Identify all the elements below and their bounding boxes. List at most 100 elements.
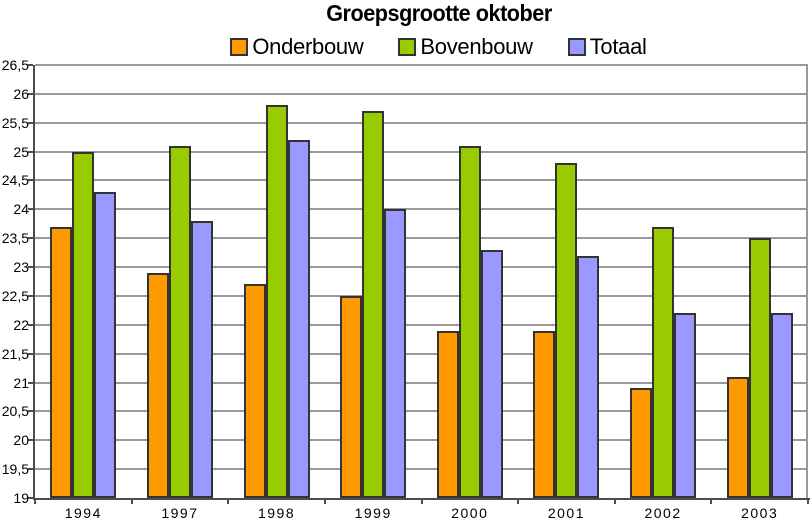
gridline-20,5 (35, 410, 808, 413)
y-axis-label-20,5: 20,5 (1, 403, 29, 420)
x-axis-label-2001: 2001 (547, 505, 586, 521)
plot-area (35, 64, 808, 498)
gridline-24,5 (35, 179, 808, 182)
bar-bovenbouw-1997 (168, 145, 191, 498)
y-axis-label-19,5: 19,5 (1, 461, 29, 478)
bar-totaal-2000 (480, 249, 503, 498)
y-axis-label-22: 22 (13, 316, 29, 333)
y-axis-label-23: 23 (13, 259, 29, 276)
legend-item-bovenbouw: Bovenbouw (398, 34, 533, 60)
bar-onderbouw-2000 (436, 330, 459, 498)
chart-title-text: Groepsgrootte oktober (325, 0, 552, 26)
x-tick-1 (130, 498, 133, 504)
bar-totaal-1997 (190, 220, 213, 498)
x-axis-label-1999: 1999 (354, 505, 392, 521)
chart-title: Groepsgrootte oktober (0, 0, 811, 27)
x-tick-6 (613, 498, 616, 504)
y-tick-26 (28, 92, 33, 95)
bar-bovenbouw-2000 (458, 145, 481, 498)
x-axis-label-2003: 2003 (741, 505, 779, 521)
y-axis-label-24,5: 24,5 (1, 172, 29, 189)
bar-totaal-2002 (674, 313, 697, 498)
x-tick-5 (517, 498, 520, 504)
bar-totaal-1999 (384, 209, 407, 498)
bar-bovenbouw-1998 (265, 105, 288, 498)
bar-bovenbouw-2003 (748, 238, 771, 498)
y-tick-20 (28, 439, 33, 442)
y-axis-label-20: 20 (13, 432, 29, 449)
bar-bovenbouw-1999 (362, 111, 385, 498)
bar-totaal-1994 (94, 192, 117, 498)
y-tick-23,5 (28, 237, 33, 240)
gridline-23 (35, 266, 808, 269)
x-tick-8 (807, 498, 809, 504)
gridline-22 (35, 323, 808, 326)
x-axis-label-1998: 1998 (257, 505, 296, 521)
x-tick-4 (420, 498, 423, 504)
x-tick-0 (34, 498, 36, 504)
y-tick-21 (28, 381, 33, 384)
bar-bovenbouw-2002 (652, 226, 675, 498)
y-tick-20,5 (28, 410, 33, 413)
y-tick-23 (28, 266, 33, 269)
gridline-21,5 (35, 352, 808, 355)
y-tick-22 (28, 323, 33, 326)
y-tick-21,5 (28, 352, 33, 355)
y-tick-19 (28, 497, 33, 499)
y-axis-label-23,5: 23,5 (1, 230, 29, 247)
x-axis-label-1994: 1994 (64, 505, 102, 521)
x-tick-3 (323, 498, 326, 504)
bar-onderbouw-2003 (726, 376, 749, 498)
bar-bovenbouw-2001 (555, 163, 578, 498)
legend-label-onderbouw: Onderbouw (252, 34, 364, 59)
bar-totaal-1998 (287, 140, 310, 498)
gridline-26,5 (35, 64, 808, 66)
legend-label-totaal: Totaal (589, 34, 647, 59)
bar-onderbouw-1997 (146, 272, 169, 498)
x-axis-label-1997: 1997 (161, 505, 199, 521)
x-tick-2 (227, 498, 230, 504)
legend-swatch-totaal (567, 38, 586, 56)
legend-swatch-bovenbouw (398, 38, 417, 56)
gridline-23,5 (35, 237, 808, 240)
bar-bovenbouw-1994 (72, 151, 95, 498)
x-tick-7 (710, 498, 713, 504)
x-axis-label-2000: 2000 (451, 505, 489, 521)
y-axis-line (33, 65, 35, 500)
legend-item-onderbouw: Onderbouw (230, 34, 364, 60)
gridline-26 (35, 92, 808, 95)
bar-onderbouw-1999 (340, 295, 363, 498)
chart-legend: Onderbouw Bovenbouw Totaal (0, 34, 811, 60)
y-axis-label-22,5: 22,5 (1, 287, 29, 304)
bar-onderbouw-1998 (243, 284, 266, 498)
y-axis-label-25: 25 (13, 143, 29, 160)
y-axis-label-26,5: 26,5 (1, 57, 29, 73)
gridline-22,5 (35, 294, 808, 297)
y-axis-label-21: 21 (13, 374, 29, 391)
y-axis-label-21,5: 21,5 (1, 345, 29, 362)
gridline-21 (35, 381, 808, 384)
gridline-19,5 (35, 468, 808, 471)
gridline-25 (35, 150, 808, 153)
y-axis-label-26: 26 (13, 85, 29, 102)
y-axis-label-24: 24 (13, 201, 29, 218)
y-tick-24 (28, 208, 33, 211)
bar-totaal-2001 (577, 255, 600, 498)
y-tick-25,5 (28, 121, 33, 124)
y-tick-25 (28, 150, 33, 153)
bar-onderbouw-2002 (630, 388, 653, 498)
x-axis-label-2002: 2002 (644, 505, 682, 521)
bar-onderbouw-1994 (50, 226, 73, 498)
y-tick-24,5 (28, 179, 33, 182)
plot-right-border (806, 65, 808, 498)
legend-item-totaal: Totaal (567, 34, 647, 60)
y-axis-label-25,5: 25,5 (1, 114, 29, 131)
bar-totaal-2003 (770, 313, 793, 498)
y-axis-label-19: 19 (13, 490, 29, 506)
bar-onderbouw-2001 (533, 330, 556, 498)
gridline-24 (35, 208, 808, 211)
y-tick-22,5 (28, 294, 33, 297)
gridline-25,5 (35, 121, 808, 124)
legend-label-bovenbouw: Bovenbouw (420, 34, 533, 59)
